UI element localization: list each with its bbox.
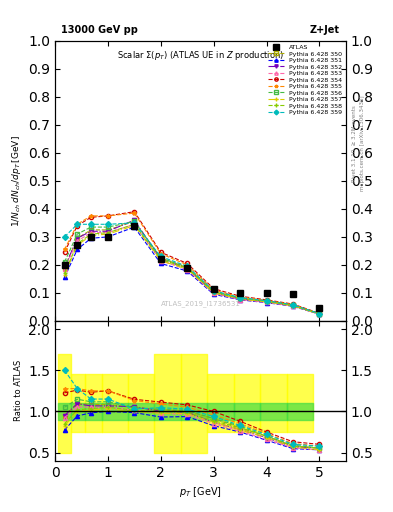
Y-axis label: $1/N_{ch}\,dN_{ch}/dp_T\,[\mathrm{GeV}]$: $1/N_{ch}\,dN_{ch}/dp_T\,[\mathrm{GeV}]$ (9, 135, 23, 227)
Text: Rivet 3.1.10, ≥ 3.2M events: Rivet 3.1.10, ≥ 3.2M events (352, 105, 357, 182)
Text: Z+Jet: Z+Jet (310, 26, 340, 35)
Y-axis label: Ratio to ATLAS: Ratio to ATLAS (14, 360, 23, 421)
Text: ATLAS_2019_I1736531: ATLAS_2019_I1736531 (160, 300, 241, 307)
X-axis label: $p_T$ [GeV]: $p_T$ [GeV] (179, 485, 222, 499)
Legend: ATLAS, Pythia 6.428 350, Pythia 6.428 351, Pythia 6.428 352, Pythia 6.428 353, P: ATLAS, Pythia 6.428 350, Pythia 6.428 35… (266, 42, 345, 118)
Text: 13000 GeV pp: 13000 GeV pp (61, 26, 138, 35)
Text: mcplots.cern.ch [arXiv:1306.3436]: mcplots.cern.ch [arXiv:1306.3436] (360, 96, 365, 191)
Text: Scalar $\Sigma(p_T)$ (ATLAS UE in $Z$ production): Scalar $\Sigma(p_T)$ (ATLAS UE in $Z$ pr… (117, 49, 284, 62)
